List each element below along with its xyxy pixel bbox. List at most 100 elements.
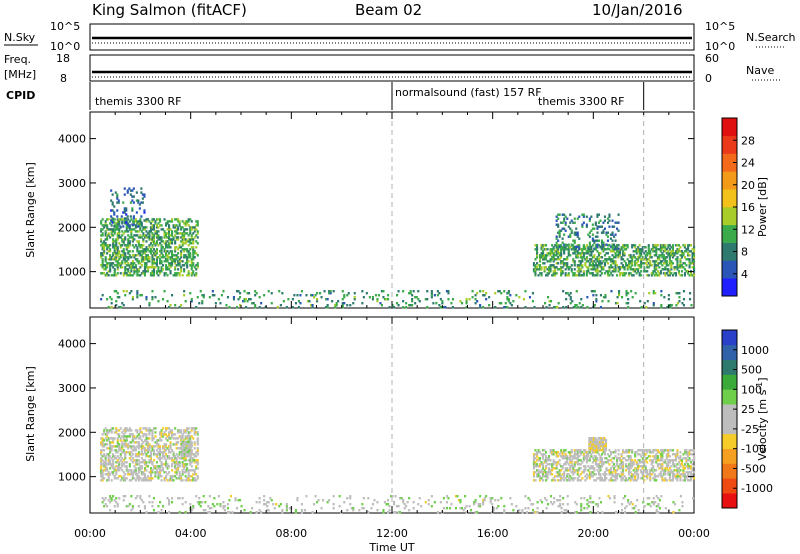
power-cell [245,298,248,301]
power-cell [558,229,561,232]
velocity-cell [643,463,646,466]
velocity-cell [609,471,613,474]
velocity-cell [588,440,591,444]
velocity-cell [107,447,110,450]
velocity-cell [190,509,193,512]
power-cell [601,300,604,303]
velocity-cell [503,509,506,512]
velocity-cell [569,475,572,478]
power-cell [160,224,163,227]
power-cell [192,252,195,255]
power-cell [643,258,646,261]
power-cell [152,274,156,277]
power-cell [665,272,668,275]
power-cell [640,264,643,267]
velocity-cell [151,505,154,508]
power-cell [555,235,558,238]
velocity-cell [107,475,110,478]
power-cell [653,274,656,277]
velocity-cell [590,465,593,468]
power-cell [127,262,130,265]
power-cell [183,242,186,245]
velocity-cell [184,479,187,482]
power-cell [654,292,657,295]
velocity-cell [687,451,690,454]
velocity-cell [100,465,103,468]
velocity-cell [459,499,462,502]
power-cell [151,236,154,239]
power-cell [602,245,605,248]
velocity-cell [149,473,153,476]
velocity-cell [665,457,668,460]
velocity-cell [575,469,578,472]
velocity-cell [184,459,187,462]
velocity-cell [630,501,633,504]
velocity-cell [267,501,270,504]
velocity-cell [311,511,314,514]
power-cell [679,254,682,257]
power-cell [579,264,582,267]
power-y-tick-label: 4000 [58,133,86,146]
power-cell [110,219,113,222]
power-cell [594,239,597,242]
velocity-cell [151,429,154,432]
power-cell [352,302,355,305]
velocity-cell [599,459,602,462]
velocity-cell [157,505,160,508]
power-cell [560,274,563,277]
velocity-cell [180,440,183,444]
power-cell [688,264,691,267]
velocity-cell [394,511,397,514]
velocity-cell [140,449,143,452]
freq-strip: Freq. [MHz] 18 8 60 0 Nave [4,52,782,85]
velocity-cell [660,495,663,498]
velocity-cell [183,463,186,466]
velocity-cell [183,439,186,442]
velocity-cell [142,477,145,480]
velocity-cell [162,467,165,470]
velocity-cell [143,451,147,454]
velocity-cell [542,457,545,460]
velocity-cell [546,459,549,462]
power-cell [600,231,604,234]
power-cell [691,274,694,277]
velocity-cell [566,467,569,470]
power-cell [641,262,644,265]
velocity-cell [479,503,482,506]
power-cell [618,292,621,295]
velocity-cell [189,503,192,506]
power-cell [127,268,130,271]
velocity-cell [163,433,166,436]
power-cell [539,254,542,257]
velocity-cell [566,495,569,498]
velocity-cell [603,461,607,464]
power-cell [561,270,564,273]
power-cell [617,270,620,273]
power-cell [162,256,165,259]
velocity-cell [614,477,617,480]
velocity-cell [109,509,112,512]
power-cell [132,223,135,226]
velocity-cell [641,459,644,462]
power-cell [597,213,601,216]
velocity-cell [157,473,160,476]
velocity-cell [165,443,168,446]
power-cell [178,262,181,265]
velocity-cell [376,509,379,512]
velocity-cell [148,433,151,436]
velocity-cell [638,465,641,468]
power-cell [614,221,617,224]
velocity-cell [635,473,638,476]
power-cell [626,268,629,271]
velocity-cell [667,451,670,454]
velocity-cell [182,454,185,458]
velocity-cell [109,437,112,440]
velocity-cell [300,503,304,506]
velocity-cell [118,457,121,460]
velocity-cell [196,475,199,478]
power-cell [113,256,116,259]
velocity-cell [213,497,216,500]
velocity-cell [166,479,169,482]
power-cell [553,306,556,309]
power-cell [163,230,166,233]
